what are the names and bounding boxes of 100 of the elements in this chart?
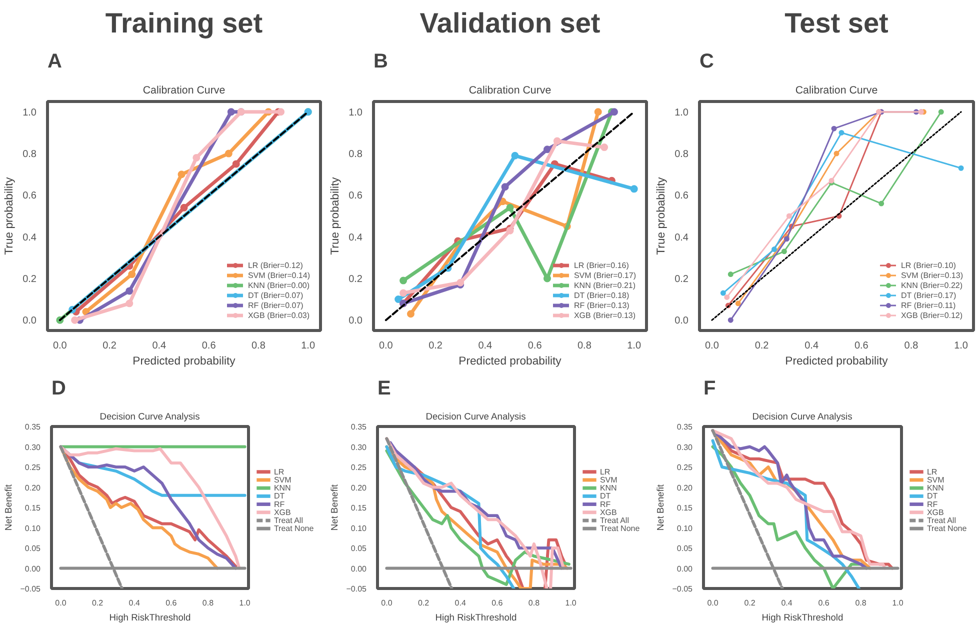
x-tick-label: 0.8 [578, 340, 592, 352]
text: E [378, 378, 391, 400]
legend-label: KNN (Brier=0.21) [574, 280, 636, 290]
y-tick-label: 0.35 [676, 422, 694, 432]
legend-label: XGB (Brier=0.03) [248, 310, 310, 320]
legend-label: DT [274, 492, 285, 501]
chart-title: Calibration Curve [142, 84, 226, 96]
y-tick-label: 0.10 [676, 524, 694, 533]
x-tick-label: 0.2 [102, 340, 117, 352]
y-tick-label: 0.10 [24, 524, 42, 533]
x-tick-label: 0.0 [707, 598, 719, 608]
y-tick-label: 0.30 [676, 442, 694, 452]
y-tick-label: 0.4 [348, 232, 363, 244]
y-tick-label: 0.05 [676, 544, 694, 553]
y-tick-label: 0.10 [350, 524, 368, 533]
y-axis-title: True probability [4, 176, 16, 255]
chart-title: Decision Curve Analysis [426, 412, 526, 422]
y-tick-label: 0.35 [24, 422, 42, 432]
y-tick-label: 0.6 [674, 190, 689, 202]
legend-label: RF (Brier=0.11) [900, 300, 956, 310]
x-tick-label: 0.4 [454, 598, 466, 608]
y-tick-label: 0.35 [350, 422, 368, 432]
legend-label: Treat None [274, 524, 314, 534]
y-tick-label: 0.8 [674, 149, 689, 160]
y-axis-title: True probability [656, 176, 668, 255]
x-tick-label: 0.2 [418, 598, 430, 608]
y-tick-label: 0.15 [350, 504, 368, 512]
x-tick-label: 0.8 [252, 340, 266, 352]
y-tick-label: 0.20 [24, 483, 42, 492]
x-tick-label: 0.8 [904, 340, 919, 352]
x-tick-label: 0.0 [52, 340, 68, 352]
x-tick-label: 0.4 [781, 598, 793, 608]
legend-label: RF [274, 500, 285, 509]
legend-label: DT (Brier=0.17) [900, 290, 956, 300]
x-tick-label: 1.0 [239, 598, 251, 608]
y-tick-label: 0.00 [24, 564, 42, 574]
y-tick-label: 0.20 [676, 483, 694, 492]
chart-title: Decision Curve Analysis [100, 412, 200, 422]
x-tick-label: 0.6 [492, 598, 504, 608]
x-tick-label: 0.6 [854, 340, 869, 352]
y-tick-label: 0.8 [348, 149, 363, 160]
chart-title: Calibration Curve [795, 84, 878, 96]
y-tick-label: 1.0 [348, 107, 363, 118]
legend-label: LR (Brier=0.10) [900, 260, 956, 270]
y-tick-label: 0.25 [350, 463, 368, 472]
legend-label: XGB [274, 508, 291, 517]
legend-label: LR [926, 467, 938, 476]
x-tick-label: 0.8 [528, 598, 540, 608]
y-tick-label: 0.6 [22, 190, 37, 202]
legend-label: SVM [274, 475, 292, 484]
x-tick-label: 0.4 [478, 340, 493, 352]
legend-label: SVM (Brier=0.13) [900, 270, 963, 280]
legend-label: Treat All [600, 516, 630, 525]
text: F [704, 378, 716, 400]
x-tick-label: 0.2 [92, 598, 104, 608]
chart-subtitle: Training set [105, 8, 263, 38]
legend-label: Treat All [926, 516, 956, 525]
y-axis-title: Net Benefit [655, 484, 666, 531]
legend-label: SVM (Brier=0.14) [248, 270, 310, 280]
x-tick-label: 0.4 [152, 340, 167, 352]
legend-label: RF (Brier=0.07) [248, 300, 304, 310]
x-tick-label: 0.6 [818, 598, 830, 608]
y-tick-label: 0.2 [22, 274, 37, 285]
legend-label: RF (Brier=0.13) [574, 300, 630, 310]
legend-label: LR (Brier=0.16) [574, 260, 629, 270]
legend-label: KNN [274, 484, 292, 493]
y-tick-label: 0.0 [22, 316, 37, 327]
y-tick-label: 0.30 [24, 442, 42, 452]
x-tick-label: 0.6 [528, 340, 542, 352]
chart-title: Calibration Curve [468, 84, 552, 96]
y-tick-label: 0.0 [348, 316, 363, 327]
legend-label: DT (Brier=0.07) [248, 290, 304, 300]
x-tick-label: 0.0 [55, 598, 67, 608]
legend-label: SVM [926, 475, 945, 484]
x-tick-label: 0.0 [381, 598, 393, 608]
legend-label: SVM (Brier=0.17) [574, 270, 636, 280]
legend-label: XGB (Brier=0.13) [574, 310, 636, 320]
x-tick-label: 0.8 [202, 598, 214, 608]
legend-label: RF [926, 500, 938, 509]
x-tick-label: 0.4 [128, 598, 140, 608]
x-tick-label: 1.0 [627, 340, 642, 352]
legend-label: RF [600, 500, 611, 509]
legend-label: KNN [600, 484, 618, 493]
legend-label: KNN [926, 484, 944, 493]
chart-subtitle: Validation set [420, 8, 600, 38]
legend-label: LR [274, 467, 284, 476]
x-axis-title: High RiskThreshold [762, 612, 844, 622]
x-tick-label: 0.2 [754, 340, 770, 352]
x-tick-label: 1.0 [892, 598, 904, 608]
x-axis-title: Predicted probability [132, 356, 236, 368]
legend-label: LR [600, 467, 610, 476]
x-tick-label: 0.0 [378, 340, 394, 352]
text: A [48, 50, 62, 72]
x-tick-label: 0.6 [202, 340, 216, 352]
x-axis-title: High RiskThreshold [109, 612, 191, 622]
legend-label: XGB [926, 508, 944, 517]
legend-label: Treat None [926, 524, 968, 534]
y-tick-label: 0.8 [22, 149, 37, 160]
x-tick-label: 0.8 [855, 598, 867, 608]
y-tick-label: 0.20 [350, 483, 368, 492]
